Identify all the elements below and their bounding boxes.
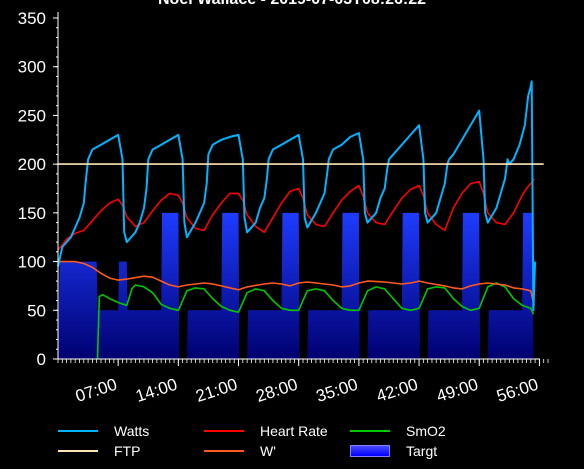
series-line-heart-rate: [57, 178, 535, 251]
legend-swatch-watts: [58, 430, 98, 432]
x-tick-label: 21:00: [193, 375, 239, 406]
y-tick-label: 300: [18, 58, 46, 77]
series-line-w: [58, 260, 535, 306]
legend-label-ftp: FTP: [114, 443, 141, 459]
x-tick-label: 42:00: [374, 375, 420, 406]
chart-title: Noel Wallace - 2019-07-03T08:26:22: [0, 0, 584, 9]
legend-item-w-prime: W': [204, 441, 276, 461]
legend-swatch-heart-rate: [204, 430, 244, 432]
x-tick-label: 14:00: [133, 375, 179, 406]
legend-swatch-smo2: [350, 430, 390, 432]
x-tick-label: 28:00: [254, 375, 300, 406]
y-tick-label: 0: [37, 350, 46, 369]
legend-item-ftp: FTP: [58, 441, 140, 461]
legend-swatch-targt: [350, 445, 390, 457]
legend-swatch-ftp: [58, 450, 98, 452]
legend-item-targt: Targt: [350, 441, 437, 461]
legend-item-smo2: SmO2: [350, 421, 446, 441]
legend-label-smo2: SmO2: [406, 423, 446, 439]
legend-swatch-w-prime: [204, 450, 244, 452]
x-tick-label: 35:00: [314, 375, 360, 406]
legend-label-targt: Targt: [406, 443, 438, 459]
legend-item-watts: Watts: [58, 421, 149, 441]
series-line-smo2: [96, 282, 535, 360]
x-tick-label: 49:00: [434, 375, 480, 406]
legend-label-heart-rate: Heart Rate: [260, 423, 328, 439]
y-tick-label: 50: [27, 301, 46, 320]
x-tick-label: 07:00: [73, 375, 119, 406]
legend-label-w-prime: W': [260, 443, 276, 459]
x-tick-label: 56:00: [494, 375, 540, 406]
y-tick-label: 350: [18, 9, 46, 28]
series-line-watts: [57, 80, 537, 312]
legend-item-heart-rate: Heart Rate: [204, 421, 328, 441]
series-area-targt: [58, 212, 544, 359]
legend: Watts FTP Heart Rate W' SmO2 Targt: [0, 418, 584, 468]
y-tick-label: 100: [18, 253, 46, 272]
y-tick-label: 150: [18, 204, 46, 223]
legend-label-watts: Watts: [114, 423, 150, 439]
y-tick-label: 200: [18, 155, 46, 174]
y-tick-label: 250: [18, 106, 46, 125]
